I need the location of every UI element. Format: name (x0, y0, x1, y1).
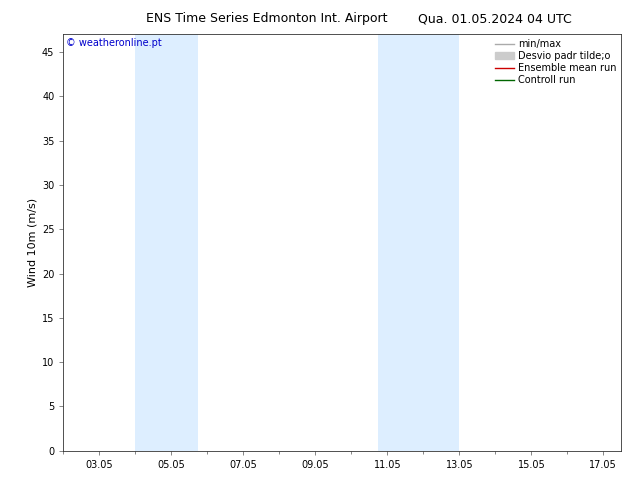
Y-axis label: Wind 10m (m/s): Wind 10m (m/s) (28, 198, 37, 287)
Text: ENS Time Series Edmonton Int. Airport: ENS Time Series Edmonton Int. Airport (146, 12, 387, 25)
Bar (378, 34, 460, 451)
Text: © weatheronline.pt: © weatheronline.pt (66, 38, 162, 49)
Legend: min/max, Desvio padr tilde;o, Ensemble mean run, Controll run: min/max, Desvio padr tilde;o, Ensemble m… (493, 37, 618, 87)
Text: Qua. 01.05.2024 04 UTC: Qua. 01.05.2024 04 UTC (418, 12, 571, 25)
Bar (136, 34, 198, 451)
